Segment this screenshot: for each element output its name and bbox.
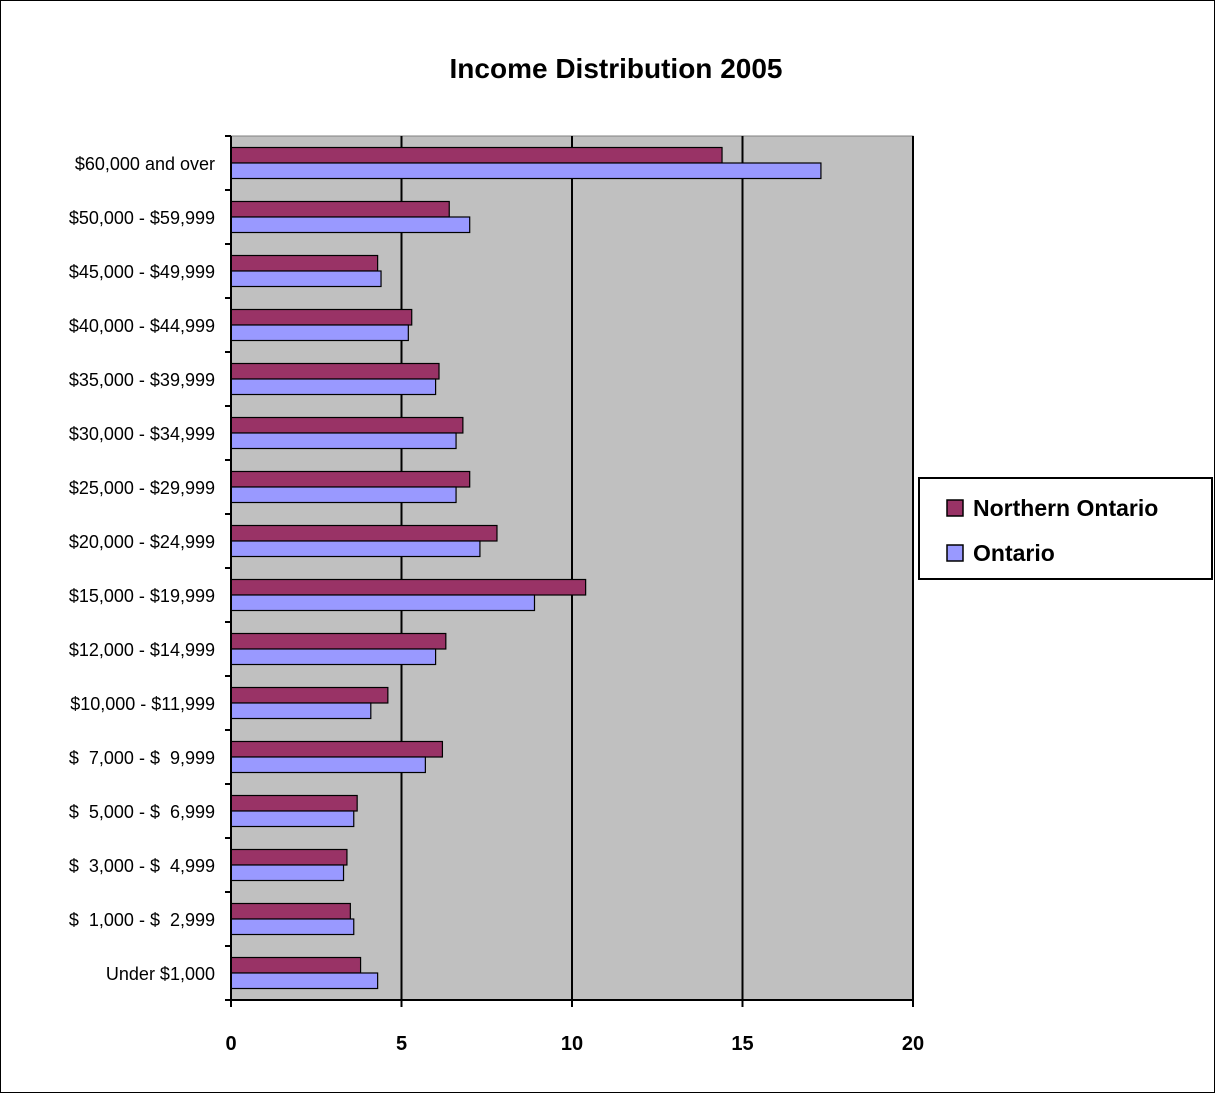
x-tick-label: 10 — [561, 1033, 583, 1055]
bar-ontario-5 — [230, 702, 372, 720]
bar-ontario-10 — [230, 432, 457, 450]
bar-northern-ontario-7 — [230, 578, 587, 596]
x-tick-label: 5 — [396, 1033, 407, 1055]
axes — [225, 135, 914, 1007]
category-label: $60,000 and over — [75, 154, 215, 174]
category-labels: Under $1,000 $ 1,000 - $ 2,999 $ 3,000 - $… — [69, 154, 215, 984]
legend-swatch-ontario — [946, 544, 964, 562]
bar-ontario-6 — [230, 648, 437, 666]
bar-ontario-11 — [230, 378, 437, 396]
bar-ontario-0 — [230, 972, 379, 990]
bar-northern-ontario-2 — [230, 848, 348, 866]
bar-ontario-2 — [230, 864, 345, 882]
bar-northern-ontario-8 — [230, 524, 498, 542]
category-label: $20,000 - $24,999 — [69, 532, 215, 552]
bar-ontario-1 — [230, 918, 355, 936]
bar-northern-ontario-4 — [230, 740, 444, 758]
x-tick-label: 20 — [902, 1033, 924, 1055]
bar-ontario-3 — [230, 810, 355, 828]
bar-ontario-13 — [230, 270, 382, 288]
category-label: $15,000 - $19,999 — [69, 586, 215, 606]
bar-ontario-8 — [230, 540, 481, 558]
bar-northern-ontario-3 — [230, 794, 358, 812]
legend-swatch-northern-ontario — [946, 499, 964, 517]
bar-northern-ontario-1 — [230, 902, 351, 920]
bar-northern-ontario-11 — [230, 362, 440, 380]
legend-label-ontario: Ontario — [973, 540, 1055, 566]
bar-northern-ontario-13 — [230, 254, 379, 272]
category-label: $ 3,000 - $ 4,999 — [69, 856, 215, 876]
bar-ontario-15 — [230, 162, 822, 180]
x-tick-label: 0 — [225, 1033, 236, 1055]
category-label: $ 7,000 - $ 9,999 — [69, 748, 215, 768]
category-label: $10,000 - $11,999 — [70, 694, 215, 714]
bar-ontario-12 — [230, 324, 409, 342]
bar-northern-ontario-9 — [230, 470, 471, 488]
x-tick-label: 15 — [731, 1033, 753, 1055]
category-label: Under $1,000 — [106, 964, 215, 984]
gridlines — [400, 136, 914, 1000]
bar-ontario-14 — [230, 216, 471, 234]
category-label: $40,000 - $44,999 — [69, 316, 215, 336]
bar-ontario-9 — [230, 486, 457, 504]
x-tick-labels: 0 5 10 15 20 — [225, 1033, 924, 1055]
category-label: $35,000 - $39,999 — [69, 370, 215, 390]
legend: Northern Ontario Ontario — [918, 477, 1213, 580]
bar-ontario-7 — [230, 594, 536, 612]
chart-title: Income Distribution 2005 — [450, 53, 783, 84]
bar-northern-ontario-14 — [230, 200, 450, 218]
bar-northern-ontario-6 — [230, 632, 447, 650]
bar-northern-ontario-12 — [230, 308, 413, 326]
bar-northern-ontario-5 — [230, 686, 389, 704]
legend-box — [918, 477, 1213, 580]
category-label: $ 5,000 - $ 6,999 — [69, 802, 215, 822]
category-label: $12,000 - $14,999 — [69, 640, 215, 660]
legend-label-northern-ontario: Northern Ontario — [973, 495, 1158, 521]
category-label: $50,000 - $59,999 — [69, 208, 215, 228]
category-label: $45,000 - $49,999 — [69, 262, 215, 282]
bar-northern-ontario-15 — [230, 146, 723, 164]
category-label: $30,000 - $34,999 — [69, 424, 215, 444]
bar-ontario-4 — [230, 756, 426, 774]
category-label: $ 1,000 - $ 2,999 — [69, 910, 215, 930]
bar-northern-ontario-0 — [230, 956, 362, 974]
bar-northern-ontario-10 — [230, 416, 464, 434]
category-label: $25,000 - $29,999 — [69, 478, 215, 498]
